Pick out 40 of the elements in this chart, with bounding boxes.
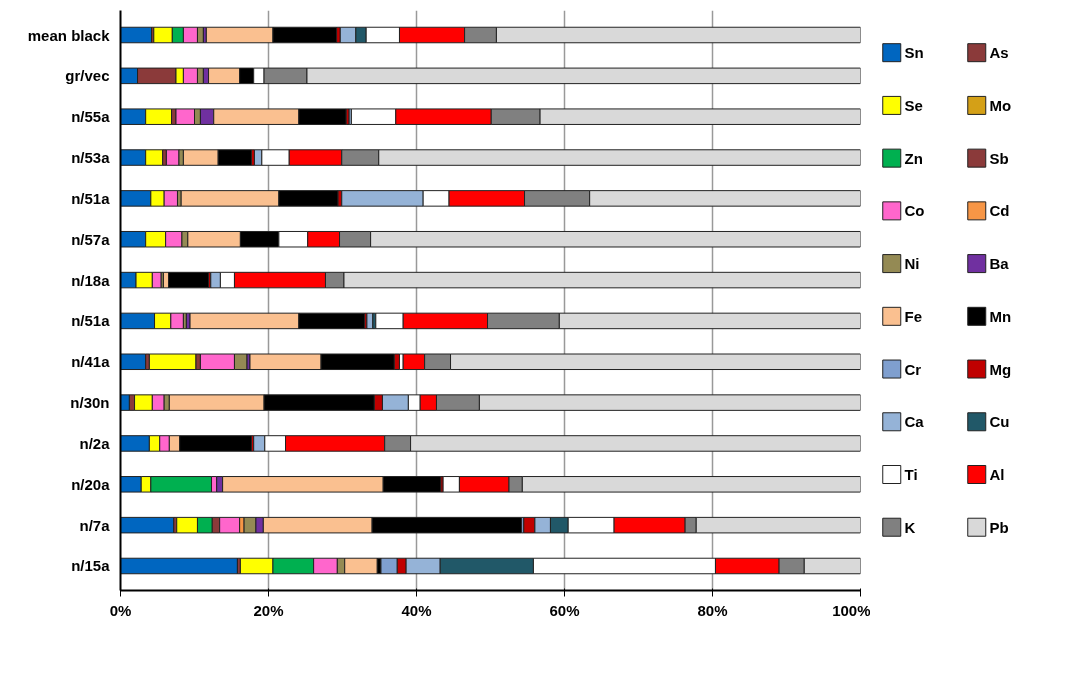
- y-tick-label: gr/vec: [65, 67, 110, 85]
- legend-label: Sb: [989, 149, 1009, 167]
- legend-label: Sn: [904, 44, 924, 62]
- x-tick-label: 80%: [697, 601, 728, 619]
- y-tick-label: n/55a: [71, 108, 111, 126]
- y-tick-label: n/53a: [71, 149, 111, 167]
- legend-label: Mg: [989, 360, 1012, 378]
- legend-label: Pb: [989, 518, 1009, 536]
- legend-label: Fe: [904, 307, 923, 325]
- legend-label: Al: [989, 466, 1005, 483]
- legend-label: Ba: [989, 255, 1010, 273]
- legend-label: Cu: [989, 413, 1010, 431]
- x-tick-label: 20%: [253, 601, 284, 619]
- y-tick-label: mean black: [27, 26, 111, 44]
- y-tick-label: n/41a: [71, 353, 111, 371]
- y-tick-label: n/51a: [71, 189, 111, 207]
- x-tick-label: 0%: [109, 601, 132, 619]
- legend-label: Mn: [989, 307, 1012, 325]
- legend-label: As: [989, 44, 1009, 62]
- y-tick-label: n/7a: [79, 516, 111, 534]
- legend-label: Mo: [989, 96, 1012, 114]
- y-tick-label: n/20a: [71, 475, 111, 493]
- legend-label: Ti: [904, 466, 918, 483]
- x-tick-label: 60%: [549, 601, 580, 619]
- legend-label: Se: [904, 96, 923, 114]
- y-tick-label: n/18a: [71, 271, 111, 289]
- x-tick-label: 40%: [401, 601, 432, 619]
- y-tick-label: n/57a: [71, 230, 111, 248]
- legend-label: Co: [904, 202, 925, 220]
- y-tick-label: n/30n: [70, 394, 110, 412]
- y-tick-label: n/15a: [71, 557, 111, 575]
- y-tick-label: n/2a: [79, 434, 111, 452]
- legend-label: Zn: [904, 149, 923, 167]
- legend-label: Ni: [904, 255, 920, 273]
- legend-label: Cr: [904, 360, 922, 378]
- x-tick-label: 100%: [832, 601, 871, 619]
- legend-label: K: [904, 518, 916, 536]
- legend-label: Ca: [904, 413, 925, 431]
- y-tick-label: n/51a: [71, 312, 111, 330]
- legend-label: Cd: [989, 202, 1010, 220]
